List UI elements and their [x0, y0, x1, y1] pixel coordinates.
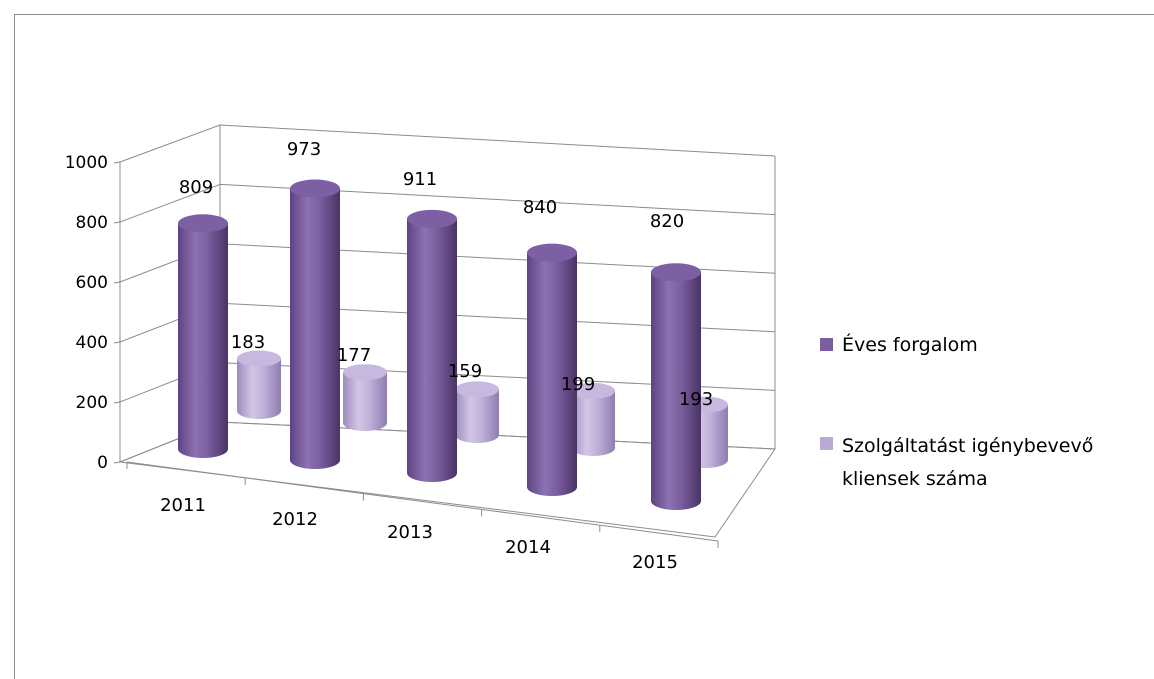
y-tick-label: 600 [76, 273, 108, 293]
data-label-eves-forgalom: 820 [650, 211, 684, 232]
bar-eves-forgalom-2013-top [407, 209, 457, 228]
data-label-kliensek: 159 [448, 361, 482, 382]
y-tick-mark [113, 401, 121, 404]
data-label-kliensek: 183 [231, 332, 265, 353]
bar-eves-forgalom-2011 [178, 214, 228, 458]
data-label-eves-forgalom: 911 [403, 169, 437, 190]
bar-kliensek-2011-body [237, 358, 281, 419]
legend-label-kliensek-line2: kliensek száma [842, 468, 988, 490]
legend-swatch-kliensek [820, 437, 833, 450]
y-tick-label: 200 [76, 393, 108, 413]
bar-eves-forgalom-2013-body [407, 218, 457, 482]
bar-kliensek-2012-body [343, 372, 387, 431]
bar-eves-forgalom-2015-body [651, 272, 701, 510]
y-tick-mark [113, 281, 121, 284]
x-tick-label: 2012 [272, 509, 318, 530]
bar-eves-forgalom-2013 [407, 209, 457, 482]
bars-layer [178, 179, 728, 510]
y-tick-label: 800 [76, 213, 108, 233]
data-label-kliensek: 177 [337, 345, 371, 366]
legend-label-kliensek-line1: Szolgáltatást igénybevevő [842, 435, 1093, 457]
labels-layer: 0 200 400 600 800 1000 2011 2012 2013 2014 2015 809… [65, 139, 713, 573]
data-label-eves-forgalom: 809 [179, 177, 213, 198]
bar-kliensek-2012 [343, 364, 387, 431]
bar-kliensek-2014-body [571, 390, 615, 456]
x-tick-label: 2011 [160, 495, 206, 516]
bar-kliensek-2014 [571, 382, 615, 456]
bar-eves-forgalom-2012 [290, 179, 340, 469]
y-tick-mark [113, 341, 121, 344]
data-label-eves-forgalom: 840 [523, 197, 557, 218]
legend-swatch-eves-forgalom [820, 338, 833, 351]
bar-eves-forgalom-2011-body [178, 223, 228, 458]
bar-kliensek-2013-body [455, 389, 499, 443]
bar-eves-forgalom-2012-body [290, 188, 340, 469]
y-tick-label: 1000 [65, 153, 108, 173]
gridline [119, 124, 776, 163]
x-tick-label: 2015 [632, 552, 678, 573]
bar-kliensek-2014-top [571, 382, 615, 399]
chart-frame [14, 14, 1154, 679]
legend: Éves forgalom Szolgáltatást igénybevevő … [820, 333, 1093, 490]
bar-eves-forgalom-2015 [651, 263, 701, 510]
bar-kliensek-2011-top [237, 350, 281, 367]
x-tick-label: 2013 [387, 522, 433, 543]
y-tick-label: 0 [97, 453, 108, 473]
bar-eves-forgalom-2012-top [290, 179, 340, 198]
bar-kliensek-2011 [237, 350, 281, 419]
bar-eves-forgalom-2015-top [651, 263, 701, 282]
y-tick-mark [113, 161, 121, 164]
bar-eves-forgalom-2014-body [527, 252, 577, 496]
bar-eves-forgalom-2014-top [527, 243, 577, 262]
bar-eves-forgalom-2011-top [178, 214, 228, 233]
x-axis-line [126, 461, 719, 542]
bar-kliensek-2013 [455, 381, 499, 443]
bar-kliensek-2012-top [343, 364, 387, 381]
bar-eves-forgalom-2014 [527, 243, 577, 496]
data-label-eves-forgalom: 973 [287, 139, 321, 160]
data-label-kliensek: 193 [679, 389, 713, 410]
x-tick-label: 2014 [505, 537, 551, 558]
legend-label-eves-forgalom: Éves forgalom [842, 333, 978, 356]
y-tick-label: 400 [76, 333, 108, 353]
y-tick-mark [113, 221, 121, 224]
data-label-kliensek: 199 [561, 374, 595, 395]
bar-kliensek-2013-top [455, 381, 499, 398]
